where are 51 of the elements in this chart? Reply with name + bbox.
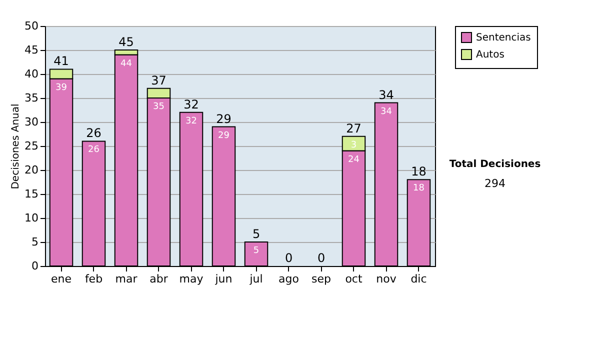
data-label: 24 — [348, 154, 360, 165]
x-tick-label: may — [179, 272, 204, 286]
total-label: 27 — [346, 121, 362, 136]
y-tick-label: 35 — [24, 92, 38, 104]
total-label: 0 — [284, 251, 293, 265]
x-tick-label: jun — [214, 272, 232, 286]
y-tick-label: 0 — [32, 260, 38, 272]
total-label: 26 — [86, 126, 102, 140]
y-axis-title: Decisiones Anual — [10, 104, 22, 190]
data-label: 29 — [218, 130, 230, 141]
total-label: 41 — [54, 54, 69, 68]
total-label: 45 — [118, 35, 134, 49]
x-tick-label: ene — [50, 272, 72, 286]
x-tick-label: dic — [410, 272, 427, 286]
legend-label: Autos — [476, 50, 504, 60]
x-tick-label: mar — [115, 272, 138, 286]
legend-label: Sentencias — [476, 32, 531, 44]
x-tick-label: abr — [150, 272, 168, 286]
total-label: 0 — [317, 251, 326, 265]
x-tick-label: feb — [84, 272, 103, 286]
y-tick-label: 15 — [24, 188, 38, 200]
y-tick-label: 50 — [24, 20, 38, 32]
data-label: 5 — [253, 246, 260, 256]
y-tick-label: 10 — [24, 212, 38, 224]
data-label: 39 — [56, 82, 68, 93]
data-label: 26 — [88, 145, 100, 156]
x-tick-label: jul — [248, 272, 263, 286]
x-tick-label: ago — [278, 272, 300, 286]
data-label: 34 — [380, 106, 392, 117]
data-label: 32 — [186, 116, 197, 126]
total-label: 18 — [411, 164, 426, 179]
y-tick-label: 45 — [24, 44, 38, 56]
y-tick-label: 25 — [24, 140, 38, 152]
data-label: 18 — [413, 184, 425, 194]
x-tick-label: nov — [376, 272, 397, 286]
x-tick-label: sep — [312, 272, 332, 286]
y-tick-label: 30 — [24, 116, 38, 128]
total-label: 5 — [252, 227, 260, 241]
y-tick-label: 20 — [24, 164, 38, 176]
text: Total Decisiones — [449, 159, 541, 170]
text: 294 — [484, 177, 506, 190]
data-label: 3 — [350, 140, 357, 150]
data-label: 44 — [120, 58, 132, 69]
total-label: 34 — [378, 88, 394, 102]
total-label: 37 — [151, 73, 166, 88]
total-label: 32 — [184, 97, 199, 112]
x-tick-label: oct — [345, 272, 363, 286]
data-label: 35 — [153, 102, 164, 112]
total-label: 29 — [216, 112, 232, 126]
y-tick-label: 40 — [24, 68, 38, 80]
y-tick-label: 5 — [32, 236, 38, 248]
